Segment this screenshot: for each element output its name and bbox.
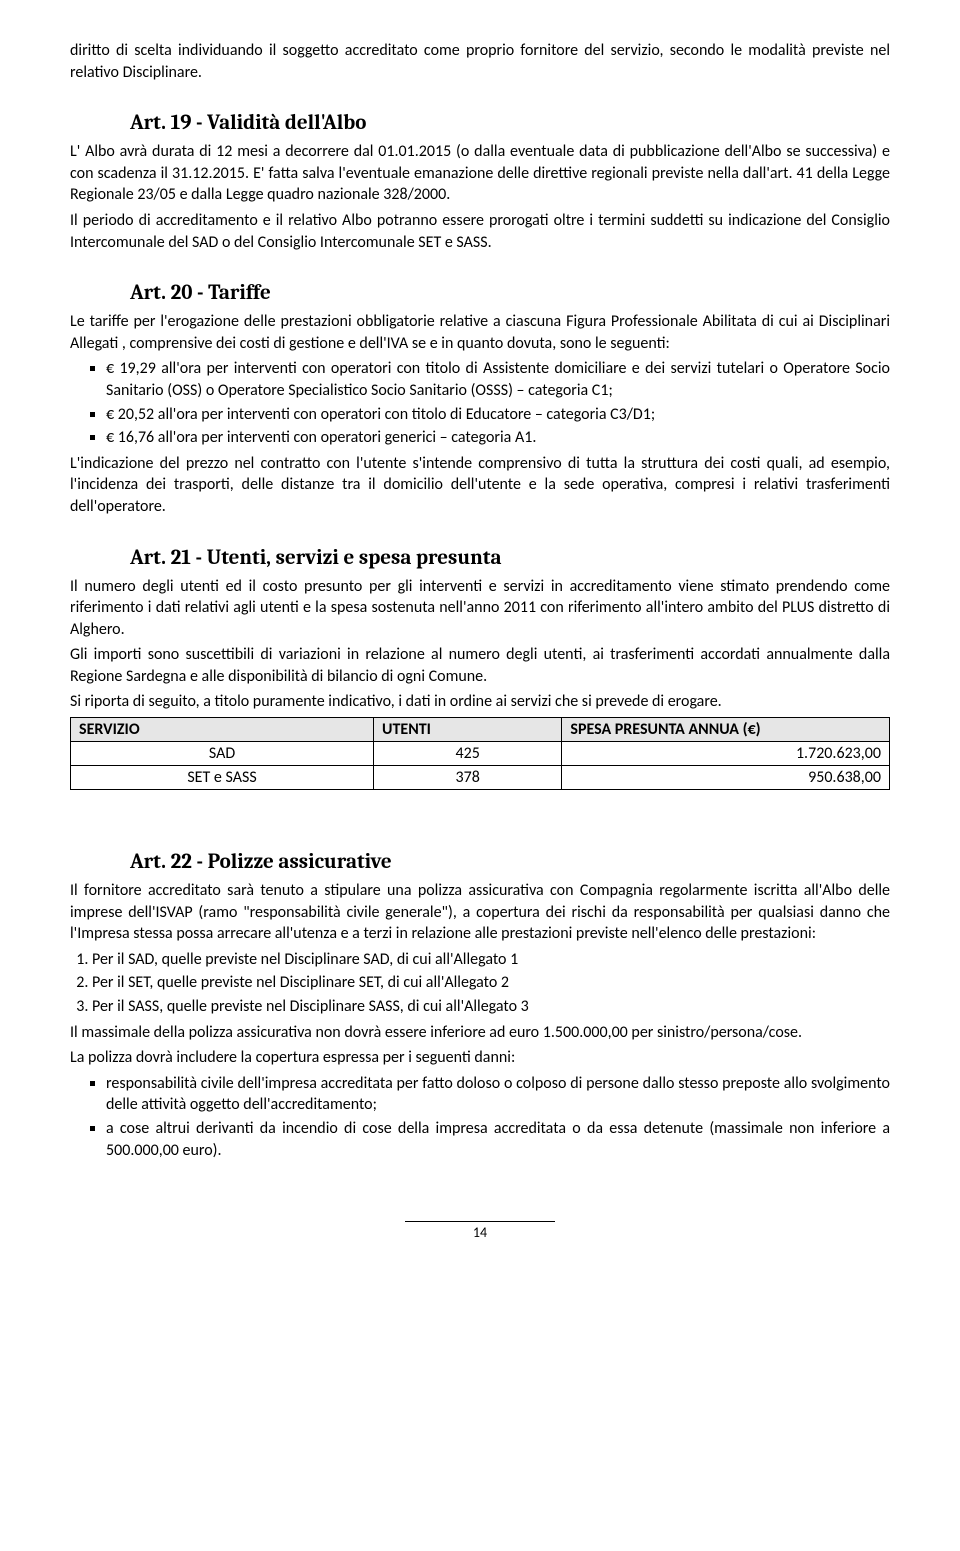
footer-rule [405,1221,555,1222]
table-cell: 425 [374,742,562,766]
table-header: UTENTI [374,718,562,742]
table-header-row: SERVIZIO UTENTI SPESA PRESUNTA ANNUA (€) [71,718,890,742]
article-22-p2: Il massimale della polizza assicurativa … [70,1022,890,1044]
article-22-p1: Il fornitore accreditato sarà tenuto a s… [70,880,890,945]
document-page: diritto di scelta individuando il sogget… [0,0,960,1551]
list-item: responsabilità civile dell'impresa accre… [106,1073,890,1116]
page-number: 14 [70,1224,890,1241]
article-20-heading: Art. 20 - Tariffe [130,281,890,305]
article-19-heading: Art. 19 - Validità dell'Albo [130,111,890,135]
article-20-p1: Le tariffe per l'erogazione delle presta… [70,311,890,354]
table-header: SERVIZIO [71,718,374,742]
list-item: € 19,29 all'ora per interventi con opera… [106,358,890,401]
article-22-ordered-list: Per il SAD, quelle previste nel Discipli… [92,949,890,1018]
table-row: SET e SASS 378 950.638,00 [71,766,890,790]
article-21-heading: Art. 21 - Utenti, servizi e spesa presun… [130,546,890,570]
article-20-list: € 19,29 all'ora per interventi con opera… [106,358,890,448]
table-cell: 378 [374,766,562,790]
table-cell: 1.720.623,00 [562,742,890,766]
table-row: SAD 425 1.720.623,00 [71,742,890,766]
table-header: SPESA PRESUNTA ANNUA (€) [562,718,890,742]
list-item: € 20,52 all'ora per interventi con opera… [106,404,890,426]
list-item: Per il SASS, quelle previste nel Discipl… [92,996,890,1018]
table-cell: 950.638,00 [562,766,890,790]
article-21-p1: Il numero degli utenti ed il costo presu… [70,576,890,641]
article-22-heading: Art. 22 - Polizze assicurative [130,850,890,874]
article-22-bullet-list: responsabilità civile dell'impresa accre… [106,1073,890,1161]
article-19-p2: Il periodo di accreditamento e il relati… [70,210,890,253]
list-item: € 16,76 all'ora per interventi con opera… [106,427,890,449]
list-item: a cose altrui derivanti da incendio di c… [106,1118,890,1161]
article-21-p3: Si riporta di seguito, a titolo purament… [70,691,890,713]
table-cell: SET e SASS [71,766,374,790]
article-21-p2: Gli importi sono suscettibili di variazi… [70,644,890,687]
article-19-p1: L' Albo avrà durata di 12 mesi a decorre… [70,141,890,206]
services-table: SERVIZIO UTENTI SPESA PRESUNTA ANNUA (€)… [70,717,890,790]
page-footer: 14 [70,1221,890,1241]
article-22-p3: La polizza dovrà includere la copertura … [70,1047,890,1069]
list-item: Per il SET, quelle previste nel Discipli… [92,972,890,994]
article-20-p2: L'indicazione del prezzo nel contratto c… [70,453,890,518]
intro-paragraph: diritto di scelta individuando il sogget… [70,40,890,83]
list-item: Per il SAD, quelle previste nel Discipli… [92,949,890,971]
table-cell: SAD [71,742,374,766]
